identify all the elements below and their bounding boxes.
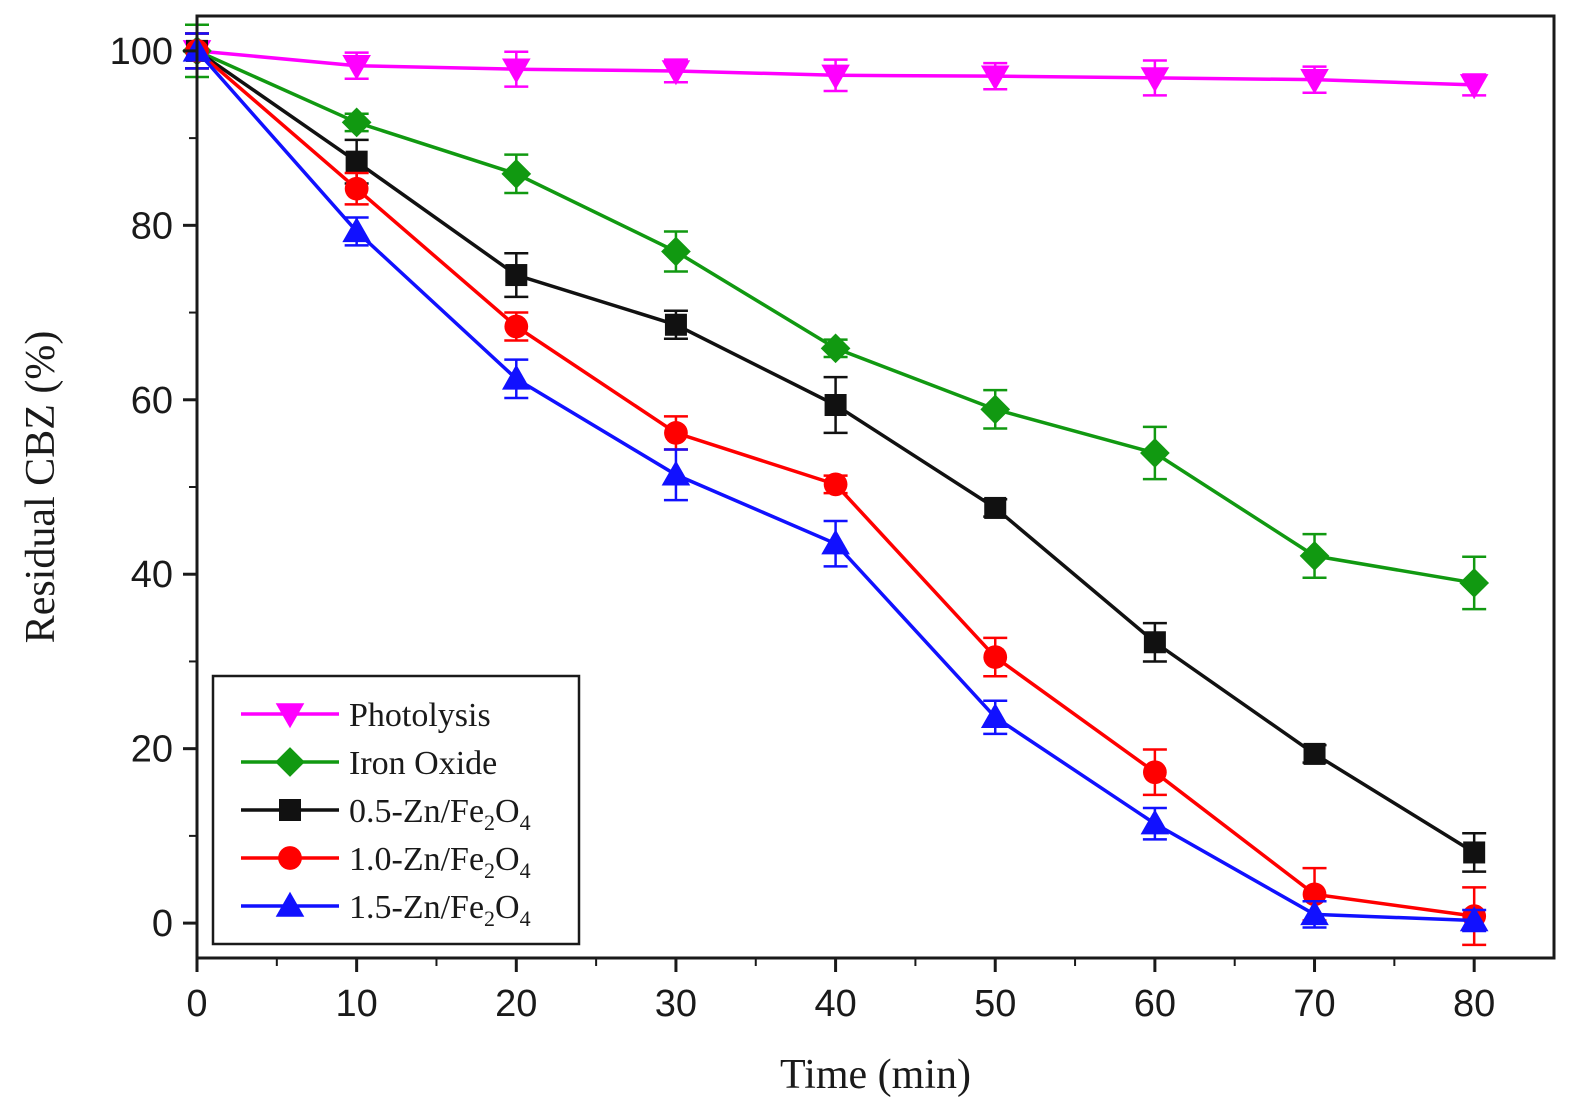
marker-square	[984, 496, 1007, 519]
marker-square	[1303, 742, 1326, 765]
legend-text-part: Photolysis	[349, 697, 491, 734]
marker-triangle-up	[275, 891, 305, 917]
x-tick-label: 70	[1293, 983, 1335, 1025]
legend-subscript: 2	[484, 858, 495, 883]
marker-diamond	[275, 747, 305, 777]
y-tick-label: 100	[110, 31, 173, 73]
x-tick-label: 60	[1134, 983, 1176, 1025]
legend-item: Photolysis	[241, 697, 491, 734]
x-axis: 0 10 20 30 40 50 60 70 80	[186, 958, 1495, 1025]
legend-subscript: 4	[520, 906, 531, 931]
marker-triangle-down	[661, 60, 691, 86]
marker-triangle-up	[661, 460, 691, 486]
legend-text-part: 1.5-Zn/Fe	[349, 889, 484, 926]
marker-triangle-down	[501, 58, 531, 84]
legend-text-part: O	[495, 793, 520, 830]
marker-diamond	[341, 107, 372, 138]
legend-label: 1.0-Zn/Fe2O4	[349, 841, 531, 883]
marker-diamond	[1459, 568, 1490, 598]
marker-diamond	[501, 159, 532, 189]
marker-square	[1463, 841, 1486, 864]
legend-subscript: 2	[484, 810, 495, 835]
y-tick-label: 20	[131, 729, 173, 771]
y-axis-title: Residual CBZ (%)	[18, 331, 64, 644]
marker-diamond	[820, 333, 851, 364]
marker-diamond	[980, 394, 1011, 425]
x-axis-title: Time (min)	[780, 1052, 971, 1098]
marker-triangle-up	[1140, 809, 1170, 835]
legend-text-part: O	[495, 841, 520, 878]
legend-item: Iron Oxide	[241, 745, 497, 782]
y-tick-label: 40	[131, 554, 173, 596]
marker-diamond	[1140, 438, 1170, 468]
marker-triangle-down	[1459, 74, 1489, 100]
marker-square	[279, 799, 301, 821]
marker-square	[664, 313, 687, 336]
marker-diamond	[1299, 541, 1330, 571]
marker-circle	[504, 314, 529, 339]
legend-text-part: 0.5-Zn/Fe	[349, 793, 484, 830]
legend-label: 0.5-Zn/Fe2O4	[349, 793, 531, 835]
legend-label: Iron Oxide	[349, 745, 497, 782]
legend-label: Photolysis	[349, 697, 491, 734]
marker-circle	[278, 846, 302, 870]
marker-square	[824, 394, 847, 417]
series-line	[196, 49, 1475, 585]
marker-triangle-down	[1300, 68, 1329, 94]
marker-triangle-up	[980, 702, 1010, 728]
marker-square	[1143, 631, 1166, 654]
legend-text-part: Iron Oxide	[349, 745, 497, 782]
x-tick-label: 50	[974, 983, 1016, 1025]
legend-item: 0.5-Zn/Fe2O4	[241, 793, 531, 835]
y-axis: 0 20 40 60 80 100	[110, 31, 197, 945]
series-photolysis	[182, 32, 1489, 100]
marker-circle	[344, 176, 369, 201]
legend-text-part: O	[495, 889, 520, 926]
y-tick-label: 80	[131, 205, 173, 247]
plot-series	[182, 23, 1490, 947]
legend-item: 1.5-Zn/Fe2O4	[241, 889, 531, 931]
series-1-5-zn-fe2o4	[182, 32, 1489, 933]
legend-subscript: 4	[520, 858, 531, 883]
marker-triangle-up	[342, 217, 371, 243]
marker-triangle-down	[821, 64, 850, 90]
x-tick-label: 80	[1453, 983, 1495, 1025]
legend-subscript: 4	[520, 810, 531, 835]
y-tick-label: 0	[152, 903, 173, 945]
x-tick-label: 40	[814, 983, 856, 1025]
legend-item: 1.0-Zn/Fe2O4	[241, 841, 531, 883]
legend-text-part: 1.0-Zn/Fe	[349, 841, 484, 878]
marker-circle	[1143, 760, 1167, 785]
marker-triangle-up	[1459, 906, 1489, 932]
marker-triangle-down	[980, 65, 1010, 91]
marker-triangle-down	[275, 703, 305, 729]
x-tick-label: 30	[655, 983, 697, 1025]
marker-triangle-up	[501, 364, 531, 390]
marker-triangle-down	[342, 54, 371, 81]
legend-subscript: 2	[484, 906, 495, 931]
marker-square	[345, 150, 368, 173]
marker-circle	[983, 645, 1008, 669]
marker-triangle-up	[821, 529, 850, 555]
x-tick-label: 10	[336, 983, 378, 1025]
marker-diamond	[661, 236, 691, 267]
marker-circle	[823, 472, 848, 497]
y-tick-label: 60	[131, 380, 173, 422]
legend-label: 1.5-Zn/Fe2O4	[349, 889, 531, 931]
marker-triangle-down	[1140, 67, 1170, 93]
marker-circle	[664, 421, 688, 445]
x-tick-label: 0	[186, 983, 207, 1025]
x-tick-label: 20	[495, 983, 537, 1025]
marker-triangle-up	[1300, 900, 1329, 926]
marker-square	[505, 264, 528, 287]
